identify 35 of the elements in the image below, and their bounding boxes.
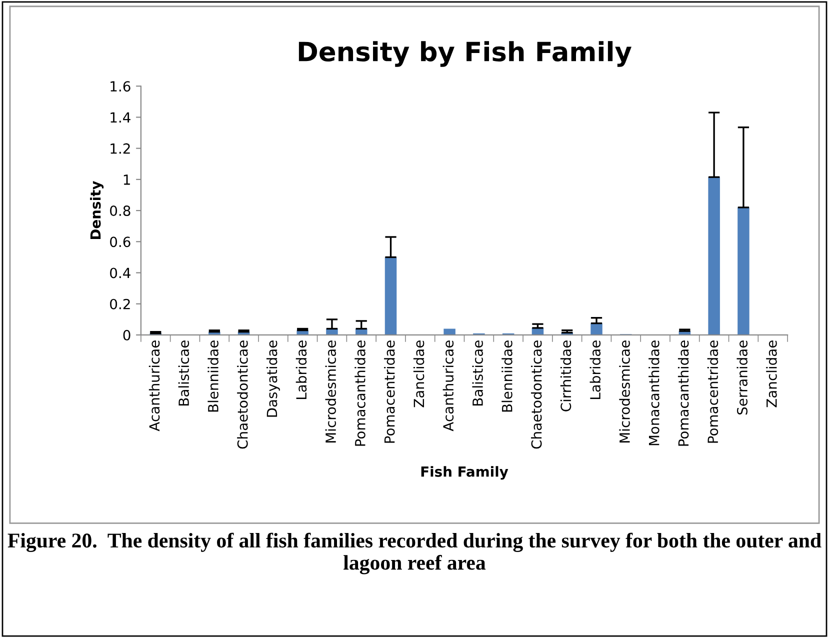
x-tick-label: Chaetodonticae bbox=[237, 340, 248, 449]
y-axis-title: Density bbox=[90, 181, 104, 240]
x-tick-label: Zanclidae bbox=[413, 340, 424, 408]
x-tick-label: Pomacentridae bbox=[707, 340, 718, 443]
x-axis-title: Fish Family bbox=[421, 466, 508, 480]
x-tick-label: Balisticae bbox=[178, 340, 190, 406]
x-tick-label: Labridae bbox=[296, 340, 307, 399]
caption: Figure 20. The density of all fish families recorded during the survey for both the outer and lagoon reef area bbox=[8, 532, 822, 574]
x-tick-label: Blenniidae bbox=[208, 340, 218, 412]
x-tick-label: Microdesmicae bbox=[619, 340, 630, 442]
x-tick-label: Blenniidae bbox=[502, 340, 512, 412]
x-tick-label: Cirrhitidae bbox=[560, 340, 572, 412]
x-tick-label: Zanclidae bbox=[766, 340, 777, 408]
chart-title: Density by Fish Family bbox=[298, 41, 632, 67]
y-tick-label: 0.4 bbox=[110, 268, 130, 278]
x-tick-label: Dasyatidae bbox=[266, 340, 280, 417]
x-tick-label: Acanthuricae bbox=[442, 340, 454, 432]
x-tick-label: Pomacentridae bbox=[384, 340, 395, 443]
y-tick-label: 0.6 bbox=[110, 236, 130, 248]
y-tick-label: 1.6 bbox=[110, 81, 130, 92]
x-tick-label: Labridae bbox=[590, 340, 601, 399]
x-tick-label: Monacanthidae bbox=[648, 340, 660, 446]
x-tick-label: Balisticae bbox=[472, 340, 483, 406]
x-tick-label: Serranidae bbox=[736, 340, 748, 414]
y-tick-label: 0.8 bbox=[110, 206, 130, 216]
x-tick-label: Chaetodonticae bbox=[531, 340, 542, 449]
y-tick-label: 0.2 bbox=[110, 298, 130, 310]
y-tick-label: 1 bbox=[124, 174, 130, 185]
y-tick-label: 1.2 bbox=[110, 143, 130, 154]
y-tick-label: 0 bbox=[123, 330, 130, 340]
x-tick-label: Microdesmicae bbox=[325, 340, 336, 442]
x-tick-label: Pomacanthidae bbox=[678, 340, 689, 446]
x-tick-label: Pomacanthidae bbox=[354, 340, 366, 446]
y-tick-label: 1.4 bbox=[110, 112, 130, 123]
x-tick-label: Acanthuricae bbox=[148, 340, 160, 432]
